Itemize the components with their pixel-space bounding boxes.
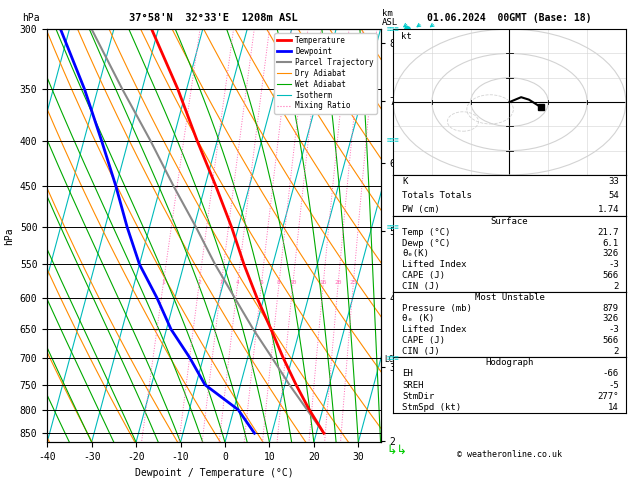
Text: StmDir: StmDir xyxy=(403,392,435,401)
Text: ≡≡≡: ≡≡≡ xyxy=(387,26,399,32)
Text: 326: 326 xyxy=(603,314,619,324)
X-axis label: Dewpoint / Temperature (°C): Dewpoint / Temperature (°C) xyxy=(135,468,293,478)
Text: 1.74: 1.74 xyxy=(598,205,619,214)
Text: 277°: 277° xyxy=(598,392,619,401)
Text: ≡≡≡: ≡≡≡ xyxy=(387,355,399,361)
Text: 20: 20 xyxy=(334,280,342,285)
Text: km
ASL: km ASL xyxy=(382,9,398,27)
Text: ↳↳: ↳↳ xyxy=(387,444,408,456)
Text: K: K xyxy=(403,177,408,186)
Text: Temp (°C): Temp (°C) xyxy=(403,228,451,237)
Text: 1: 1 xyxy=(161,280,165,285)
Text: 16: 16 xyxy=(320,280,327,285)
Text: 33: 33 xyxy=(608,177,619,186)
Text: 2: 2 xyxy=(197,280,201,285)
Text: 3: 3 xyxy=(220,280,223,285)
Text: 566: 566 xyxy=(603,271,619,280)
Text: EH: EH xyxy=(403,369,413,379)
Legend: Temperature, Dewpoint, Parcel Trajectory, Dry Adiabat, Wet Adiabat, Isotherm, Mi: Temperature, Dewpoint, Parcel Trajectory… xyxy=(274,33,377,114)
Text: 01.06.2024  00GMT (Base: 18): 01.06.2024 00GMT (Base: 18) xyxy=(427,13,592,23)
Text: -3: -3 xyxy=(608,325,619,334)
Text: -66: -66 xyxy=(603,369,619,379)
Text: Hodograph: Hodograph xyxy=(486,358,533,367)
Text: CAPE (J): CAPE (J) xyxy=(403,336,445,346)
Text: 37°58'N  32°33'E  1208m ASL: 37°58'N 32°33'E 1208m ASL xyxy=(130,13,298,23)
Text: 8: 8 xyxy=(277,280,281,285)
Text: 6.1: 6.1 xyxy=(603,239,619,248)
Text: 10: 10 xyxy=(289,280,296,285)
Text: Pressure (mb): Pressure (mb) xyxy=(403,303,472,312)
Text: Surface: Surface xyxy=(491,217,528,226)
Text: θₑ (K): θₑ (K) xyxy=(403,314,435,324)
Text: 25: 25 xyxy=(350,280,357,285)
Text: CAPE (J): CAPE (J) xyxy=(403,271,445,280)
Text: Most Unstable: Most Unstable xyxy=(474,293,545,302)
Text: ≡≡≡: ≡≡≡ xyxy=(387,138,399,144)
Y-axis label: hPa: hPa xyxy=(4,227,14,244)
Text: kt: kt xyxy=(401,32,411,41)
Text: 6: 6 xyxy=(259,280,263,285)
Text: Dewp (°C): Dewp (°C) xyxy=(403,239,451,248)
Text: 2: 2 xyxy=(613,347,619,356)
Text: 14: 14 xyxy=(608,403,619,412)
Text: LCL: LCL xyxy=(384,355,398,364)
Text: -3: -3 xyxy=(608,260,619,269)
Text: © weatheronline.co.uk: © weatheronline.co.uk xyxy=(457,450,562,459)
Text: SREH: SREH xyxy=(403,381,424,390)
Text: Lifted Index: Lifted Index xyxy=(403,325,467,334)
Text: 54: 54 xyxy=(608,191,619,200)
Text: Totals Totals: Totals Totals xyxy=(403,191,472,200)
Text: -5: -5 xyxy=(608,381,619,390)
Text: CIN (J): CIN (J) xyxy=(403,282,440,291)
Text: hPa: hPa xyxy=(22,13,40,23)
Text: StmSpd (kt): StmSpd (kt) xyxy=(403,403,462,412)
Text: 2: 2 xyxy=(613,282,619,291)
Text: 326: 326 xyxy=(603,249,619,259)
Text: CIN (J): CIN (J) xyxy=(403,347,440,356)
Text: 566: 566 xyxy=(603,336,619,346)
Text: 4: 4 xyxy=(236,280,240,285)
Text: 21.7: 21.7 xyxy=(598,228,619,237)
Text: PW (cm): PW (cm) xyxy=(403,205,440,214)
Text: Lifted Index: Lifted Index xyxy=(403,260,467,269)
Text: ≡≡≡: ≡≡≡ xyxy=(387,225,399,230)
Text: 879: 879 xyxy=(603,303,619,312)
Text: θₑ(K): θₑ(K) xyxy=(403,249,430,259)
